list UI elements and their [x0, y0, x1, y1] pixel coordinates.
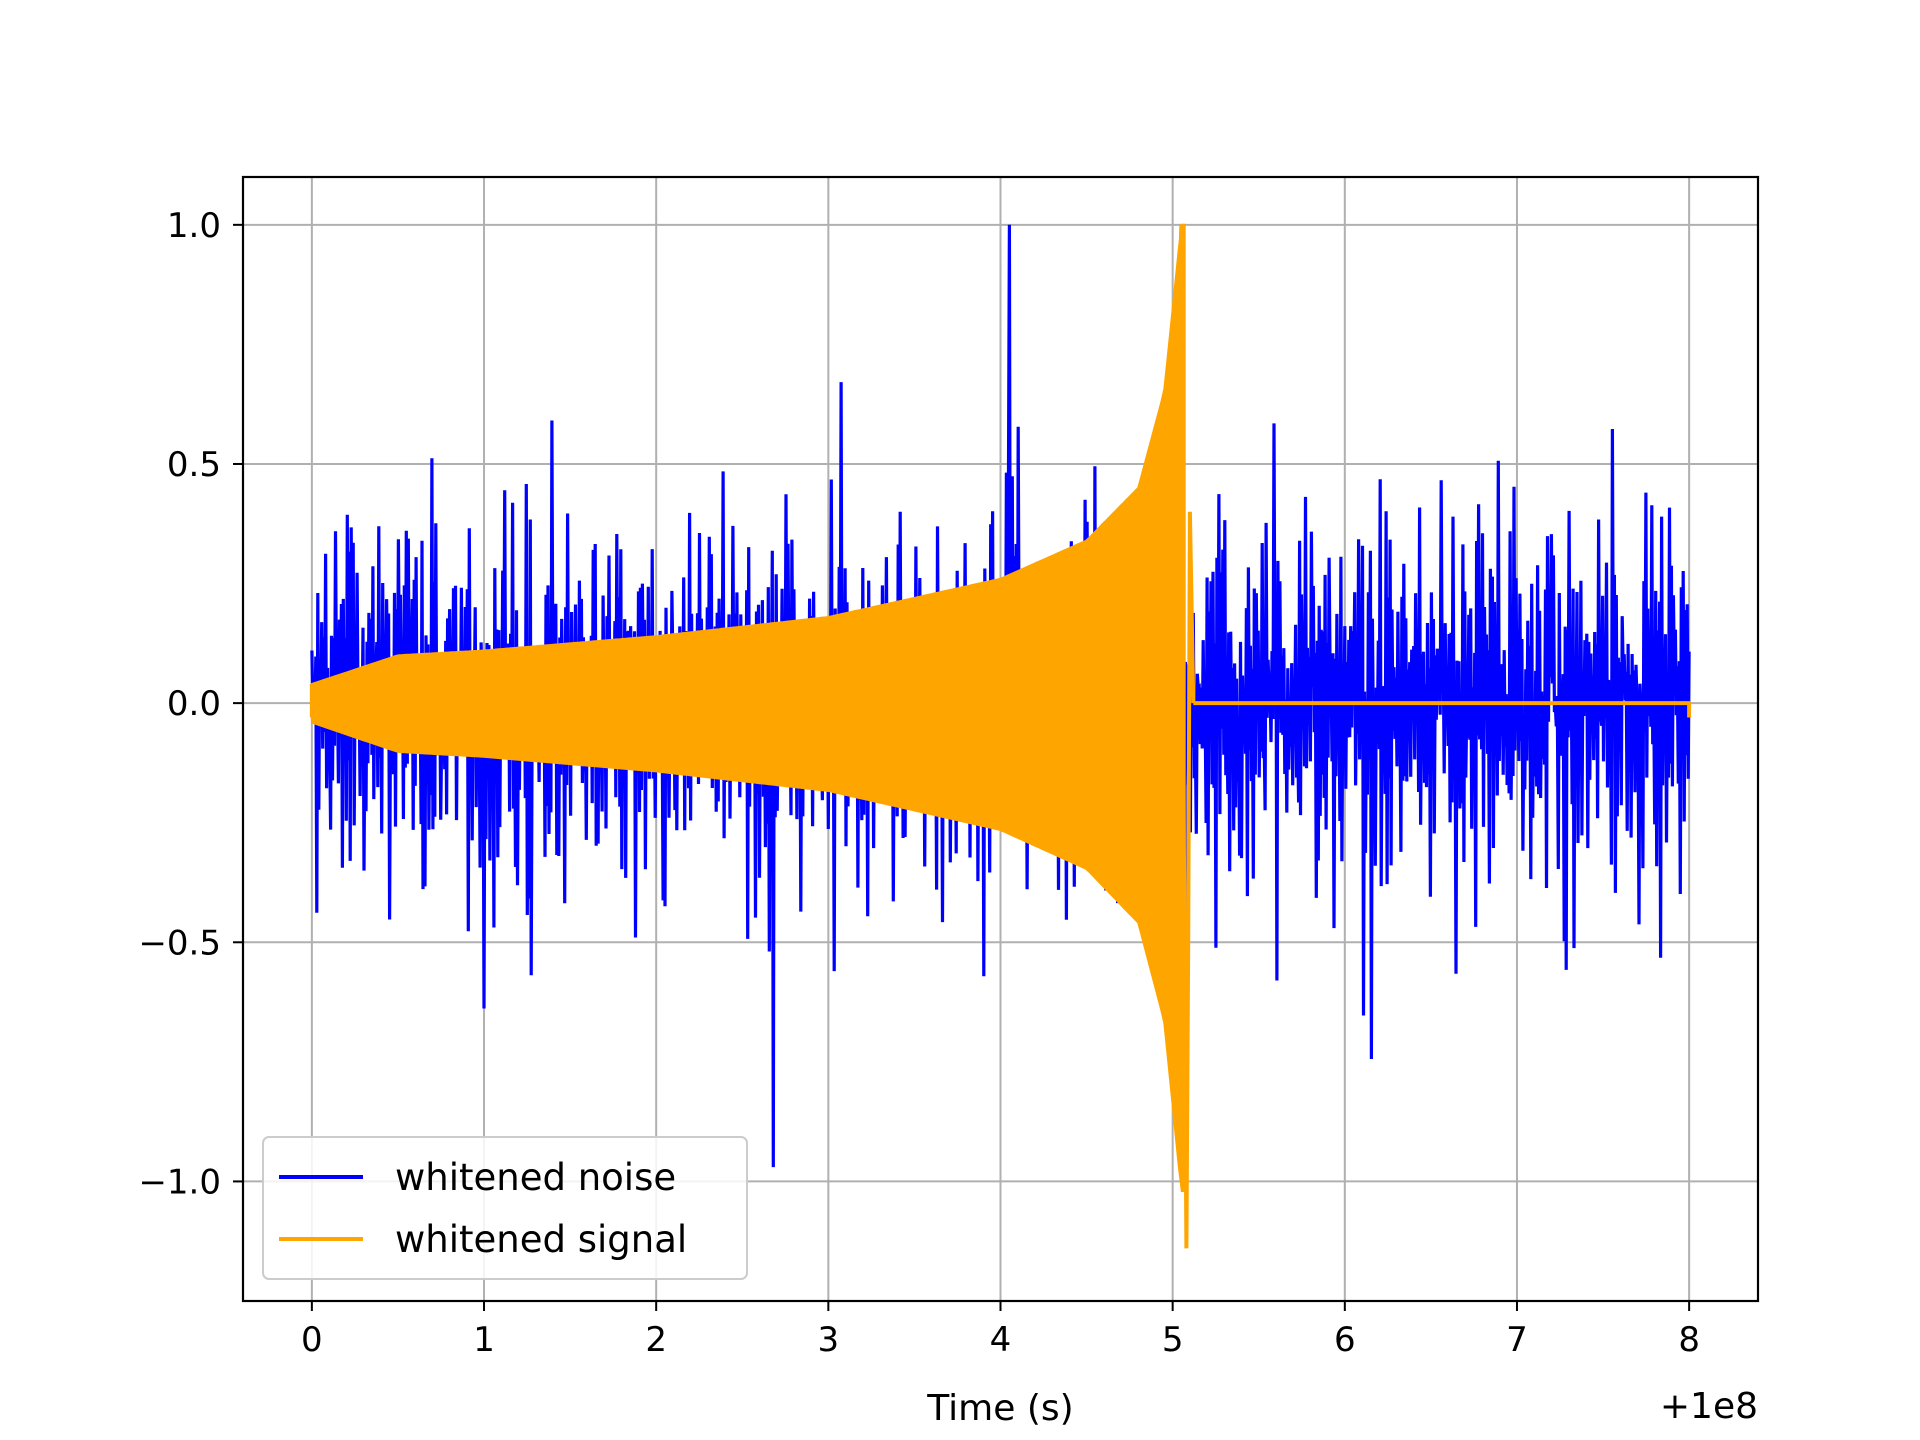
x-tick-label: 4: [990, 1320, 1012, 1360]
y-tick-label: −1.0: [138, 1162, 221, 1202]
legend-label-signal: whitened signal: [395, 1218, 687, 1261]
x-tick-label: 0: [301, 1320, 323, 1360]
y-tick-label: −0.5: [138, 923, 221, 963]
legend-label-noise: whitened noise: [395, 1156, 676, 1199]
ticks: 0 1 2 3 4 5 6 7 8 1.0 0.5 0.0 −0.5 −1.0: [138, 206, 1700, 1360]
x-tick-label: 2: [645, 1320, 667, 1360]
y-tick-label: 0.5: [167, 445, 221, 485]
x-tick-label: 3: [818, 1320, 840, 1360]
x-offset-label: +1e8: [1660, 1386, 1758, 1427]
x-axis-label: Time (s): [926, 1388, 1073, 1429]
x-tick-label: 8: [1678, 1320, 1700, 1360]
x-tick-label: 6: [1334, 1320, 1356, 1360]
series-whitened-signal-merger: [1174, 224, 1196, 1249]
x-tick-label: 1: [473, 1320, 495, 1360]
x-tick-label: 7: [1506, 1320, 1528, 1360]
legend-box: [262, 1136, 748, 1280]
x-tick-label: 5: [1162, 1320, 1184, 1360]
plot-lines: [309, 223, 1692, 1249]
y-tick-label: 0.0: [167, 684, 221, 724]
legend: whitened noise whitened signal: [262, 1136, 748, 1280]
y-tick-label: 1.0: [167, 206, 221, 246]
series-whitened-signal-tail: [1193, 701, 1692, 718]
